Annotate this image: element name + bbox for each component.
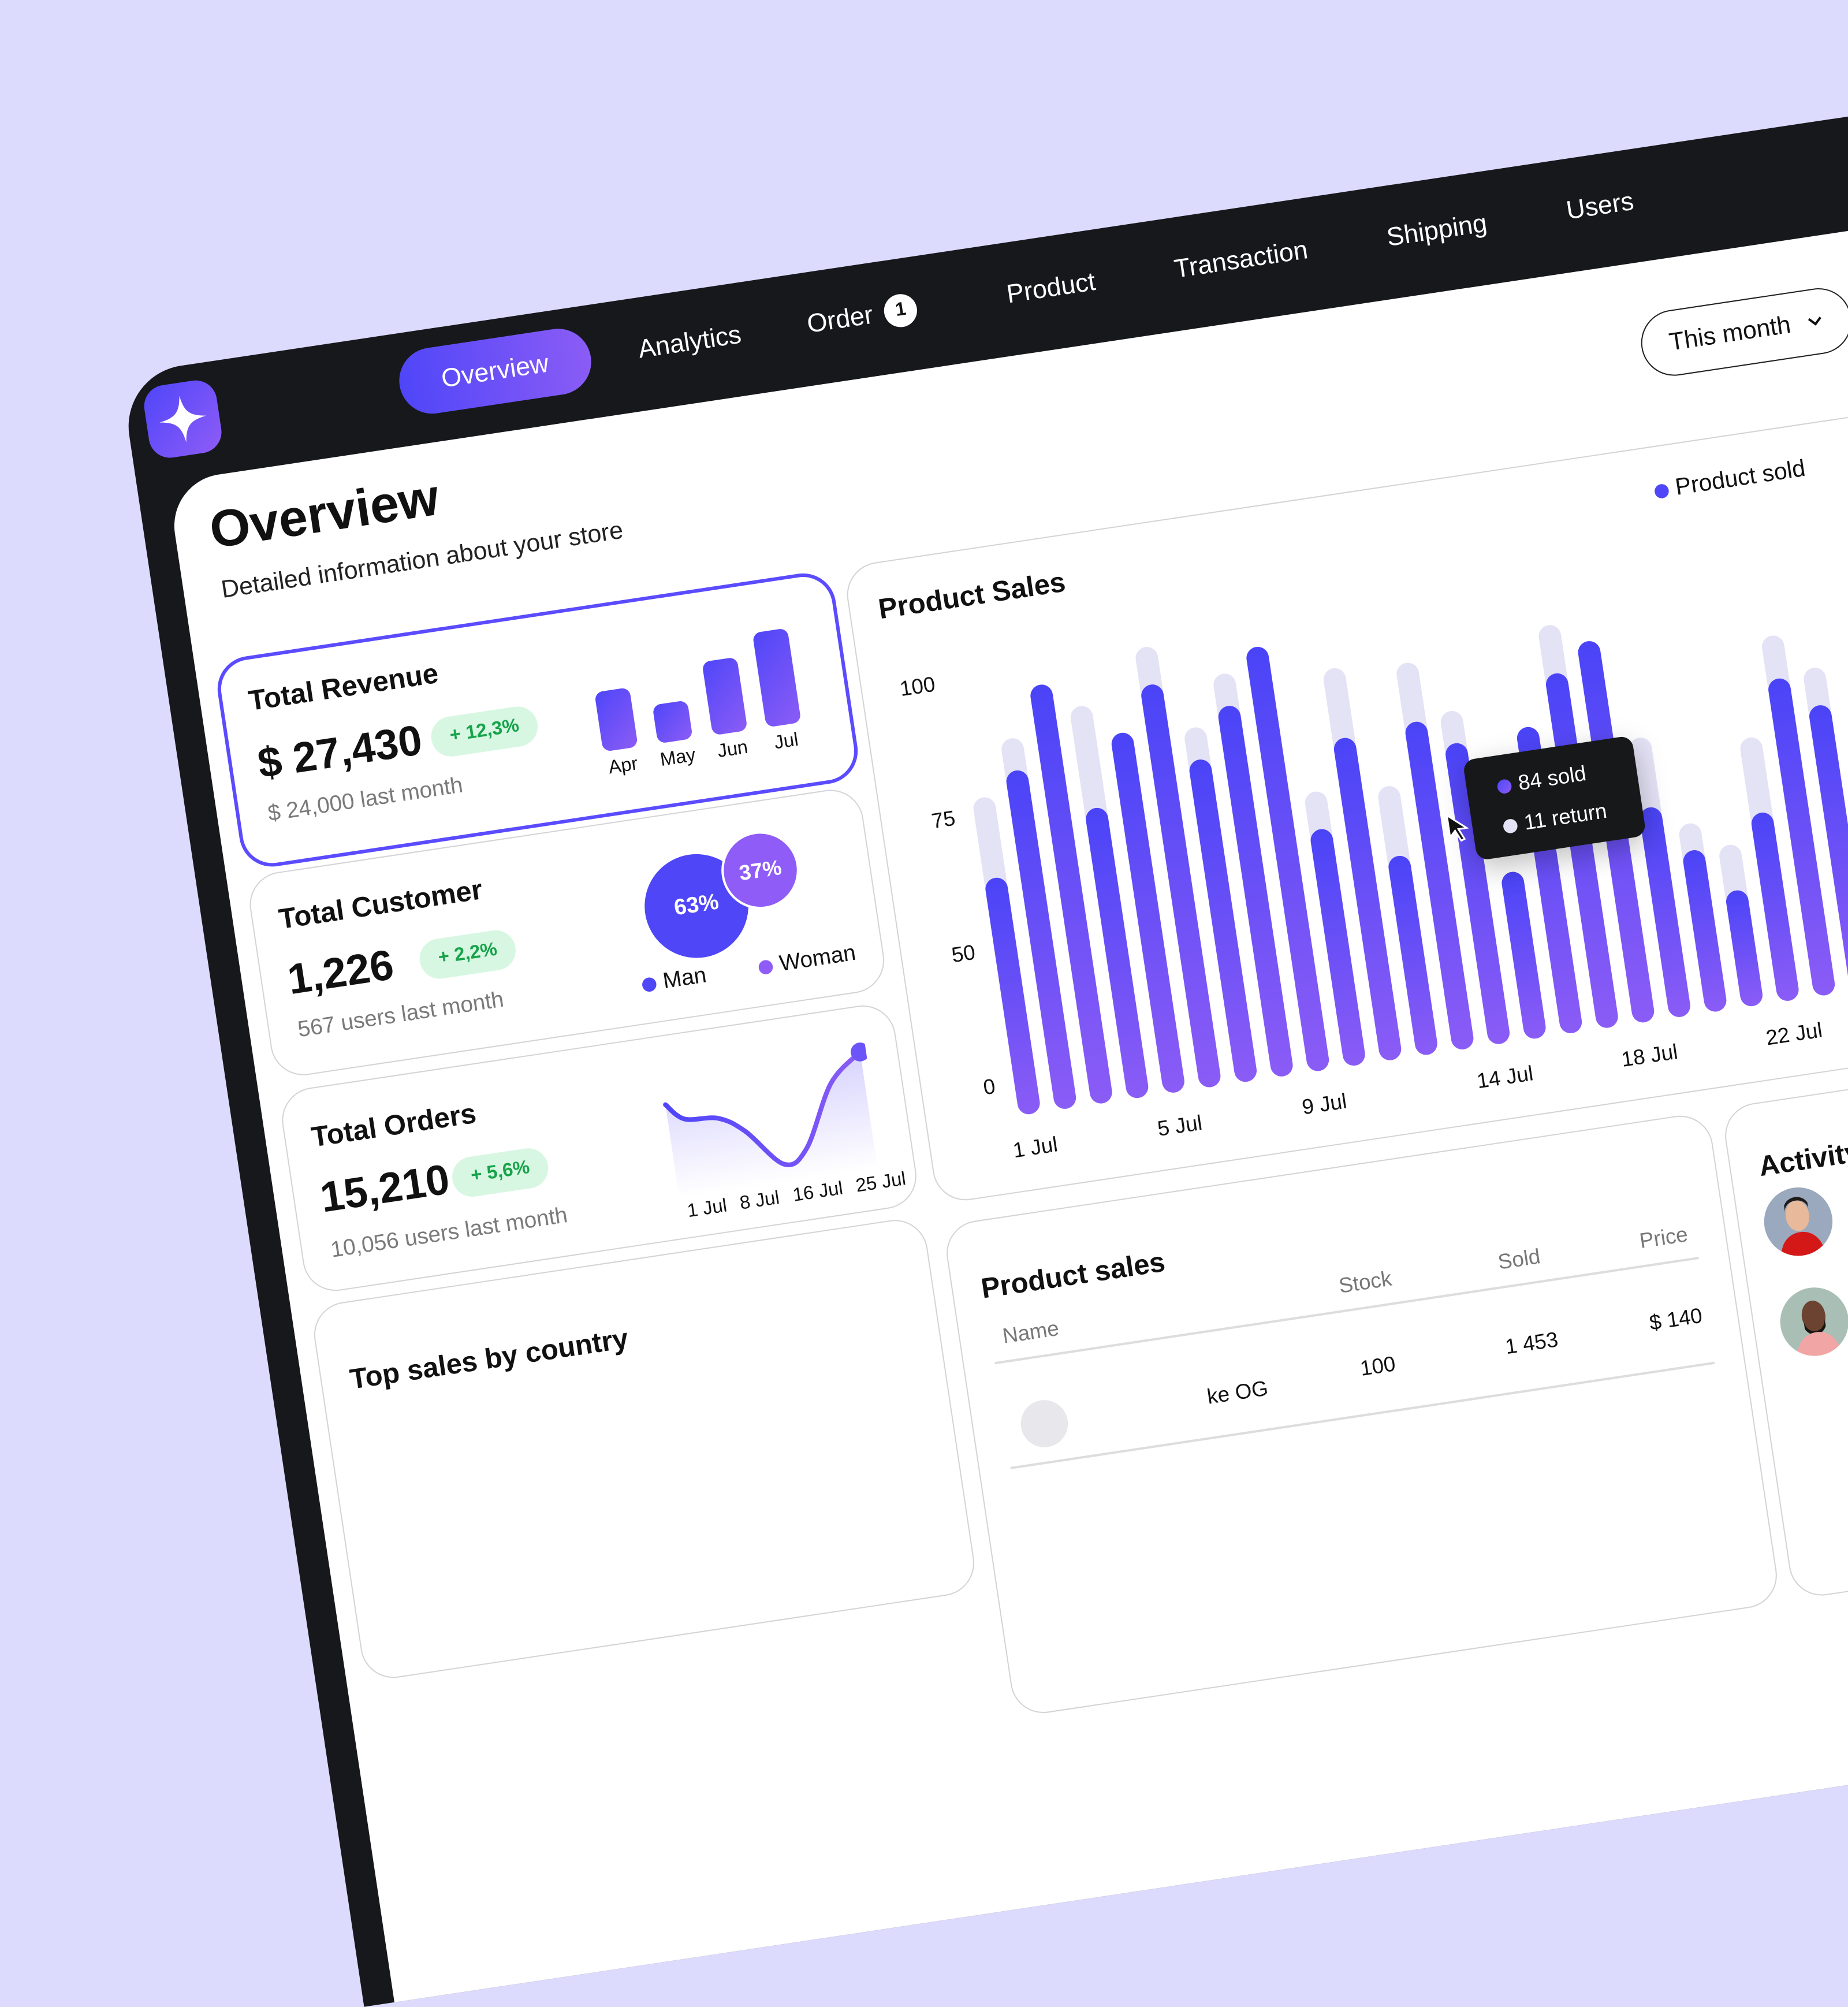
content-panel: Overview Detailed information about your… — [167, 180, 1848, 2002]
sold-bar-1[interactable] — [984, 876, 1041, 1116]
sold-bar-3[interactable] — [1029, 683, 1114, 1105]
tab-overview[interactable]: Overview — [394, 324, 595, 418]
legend-man: Man — [640, 963, 709, 999]
legend-label: Woman — [777, 941, 858, 977]
activity-card: Activity — [1720, 1052, 1848, 1600]
sold-bar-23[interactable] — [1767, 677, 1836, 997]
sold-bar-8[interactable] — [1217, 705, 1294, 1078]
revenue-value: $ 27,430 — [254, 715, 426, 788]
revenue-bar-label: May — [658, 745, 698, 771]
card-title: Total Orders — [309, 1097, 479, 1154]
sold-bar-14[interactable] — [1444, 742, 1511, 1045]
avatar[interactable] — [1759, 1182, 1838, 1261]
sparkle-icon — [159, 396, 206, 442]
legend-dot — [641, 976, 658, 993]
revenue-bar-label: Jun — [716, 738, 750, 762]
mouse-cursor-icon — [1445, 813, 1469, 842]
period-dropdown[interactable]: This month — [1636, 284, 1848, 381]
sold-bar-2[interactable] — [1005, 769, 1078, 1110]
period-value: This month — [1667, 311, 1793, 356]
sold-bar-15[interactable] — [1500, 870, 1547, 1040]
sold-bar-20[interactable] — [1682, 848, 1728, 1013]
app-logo[interactable] — [141, 377, 225, 461]
tab-product[interactable]: Product — [1005, 266, 1098, 310]
orders-area — [665, 1052, 878, 1198]
bar-chart — [973, 625, 1848, 1116]
column-header-name[interactable]: Name — [1001, 1316, 1061, 1349]
tab-label: Shipping — [1384, 207, 1489, 252]
tooltip-sold: 84 sold — [1517, 761, 1588, 795]
top-sales-card[interactable]: Top sales by country — [310, 1215, 979, 1683]
tooltip-return: 11 return — [1522, 799, 1609, 835]
tab-users[interactable]: Users — [1564, 186, 1636, 226]
legend-woman: Woman — [757, 941, 858, 981]
total-orders-card[interactable]: Total Orders 15,210 + 5,6% 10,056 users … — [277, 1001, 921, 1295]
person-avatar-image — [1781, 1197, 1826, 1259]
sold-bar-13[interactable] — [1404, 720, 1475, 1051]
chevron-down-icon — [1808, 316, 1821, 326]
tab-transaction[interactable]: Transaction — [1172, 234, 1310, 285]
sold-bar-4[interactable] — [1085, 806, 1150, 1100]
sold-bar-5[interactable] — [1110, 731, 1186, 1094]
dashboard-window: Overview Analytics Order 1 Product Transa… — [120, 68, 1848, 2007]
column-header-sold[interactable]: Sold — [1496, 1244, 1542, 1274]
product-name: ke OG — [1205, 1376, 1270, 1409]
avatar[interactable] — [1775, 1283, 1848, 1361]
orders-end-point[interactable] — [850, 1041, 871, 1063]
return-dot — [1502, 817, 1519, 834]
legend-dot — [758, 959, 774, 975]
tab-label: Analytics — [636, 319, 743, 364]
sold-bar-21[interactable] — [1724, 889, 1764, 1008]
product-thumbnail — [1018, 1397, 1071, 1451]
revenue-bar-apr[interactable] — [594, 687, 639, 752]
orders-line — [663, 1049, 863, 1167]
orders-value: 15,210 — [317, 1154, 453, 1222]
revenue-bar-label: Apr — [607, 754, 639, 779]
sold-bar-7[interactable] — [1188, 758, 1258, 1083]
tab-label: Transaction — [1172, 234, 1310, 284]
change-badge: + 2,2% — [416, 927, 519, 982]
column-header-price[interactable]: Price — [1638, 1222, 1690, 1253]
sold-bar-6[interactable] — [1140, 683, 1223, 1089]
column-header-stock[interactable]: Stock — [1337, 1267, 1394, 1298]
customer-value: 1,226 — [284, 940, 397, 1004]
sold-bar-22[interactable] — [1750, 811, 1800, 1002]
sold-bar-11[interactable] — [1332, 736, 1403, 1062]
tab-shipping[interactable]: Shipping — [1385, 208, 1489, 253]
sold-bar-10[interactable] — [1309, 828, 1366, 1067]
person-avatar-image — [1797, 1300, 1842, 1359]
sold-bar-9[interactable] — [1245, 645, 1331, 1073]
tab-label: Order — [804, 299, 875, 339]
order-count-badge: 1 — [882, 292, 920, 330]
product-sales-chart-card: Product Sales Product sold 0 50 75 100 1 Ju… — [842, 406, 1848, 1205]
page-title: Overview — [206, 468, 443, 560]
revenue-bar-jun[interactable] — [702, 657, 748, 736]
tab-label: Users — [1564, 185, 1636, 225]
legend-label: Man — [661, 963, 709, 995]
stock-cell: 100 — [1358, 1351, 1398, 1381]
sold-dot — [1496, 777, 1512, 794]
revenue-bar-may[interactable] — [652, 699, 693, 744]
revenue-bar-label: Jul — [773, 730, 800, 754]
tab-label: Overview — [439, 348, 551, 393]
tab-analytics[interactable]: Analytics — [636, 319, 744, 365]
change-badge: + 12,3% — [428, 703, 541, 759]
product-sales-table-card: Product sales Name Stock Sold Price ke O… — [942, 1111, 1782, 1718]
sold-bar-19[interactable] — [1638, 806, 1692, 1018]
sold-bar-24[interactable] — [1808, 703, 1848, 991]
tab-order[interactable]: Order 1 — [805, 292, 920, 341]
orders-trend-chart — [663, 1041, 878, 1198]
tab-label: Product — [1004, 266, 1098, 309]
card-title: Total Revenue — [246, 657, 441, 718]
orders-x-label: 25 Jul — [854, 1169, 908, 1197]
sold-bar-12[interactable] — [1387, 854, 1439, 1056]
card-title: Product sales — [979, 1246, 1168, 1305]
card-title: Activity — [1757, 1136, 1848, 1183]
change-badge: + 5,6% — [449, 1145, 552, 1200]
orders-x-label: 16 Jul — [791, 1178, 845, 1207]
revenue-bar-jul[interactable] — [752, 628, 802, 728]
orders-x-label: 8 Jul — [738, 1188, 781, 1214]
card-title: Total Customer — [277, 874, 485, 936]
orders-x-label: 1 Jul — [685, 1196, 729, 1222]
